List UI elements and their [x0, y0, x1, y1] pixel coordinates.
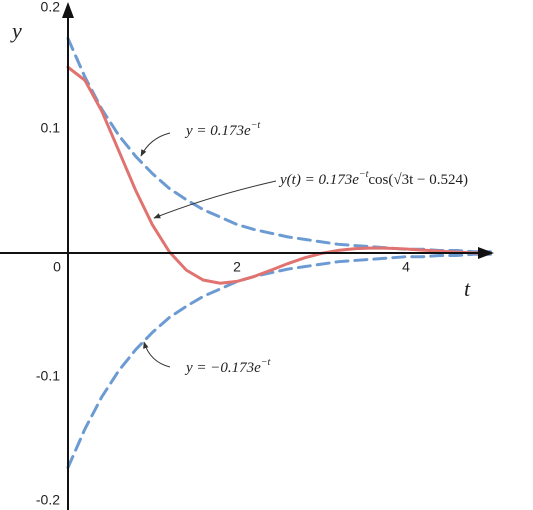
y-tick-label: 0.2: [41, 0, 61, 15]
x-tick-label: 4: [402, 259, 410, 275]
axes: [0, 2, 494, 510]
annotation-arrow: [153, 180, 277, 219]
y-tick-label: 0.1: [41, 120, 61, 136]
y-axis-label: y: [10, 18, 22, 43]
y-tick-label: -0.1: [36, 368, 60, 384]
annotation-sup: −t: [251, 120, 261, 131]
annotation-sup: −t: [359, 169, 369, 180]
annotation-text: y = −0.173e: [184, 360, 261, 376]
annotation-text: y = 0.173e: [184, 123, 251, 139]
annotation: y(t) = 0.173e−tcos(√3t − 0.524): [278, 169, 468, 188]
x-tick-label: 2: [233, 259, 241, 275]
annotation-sup: −t: [261, 357, 271, 368]
y-tick-label: -0.2: [36, 492, 60, 508]
annotation: y = 0.173e−t: [184, 120, 260, 139]
x-axis-arrow: [478, 247, 494, 259]
series-line: [66, 65, 492, 285]
annotation-text: y(t) = 0.173e: [278, 172, 359, 188]
annotation-rest: cos(√3t − 0.524): [368, 172, 468, 188]
series-line: [66, 36, 492, 254]
x-axis-label: t: [464, 276, 471, 301]
y-axis-arrow: [62, 2, 74, 18]
annotation: y = −0.173e−t: [184, 357, 271, 376]
series-line: [66, 252, 492, 470]
annotation-arrow: [143, 341, 171, 368]
x-tick-label: 0: [53, 259, 61, 275]
annotation-arrow: [140, 132, 171, 157]
